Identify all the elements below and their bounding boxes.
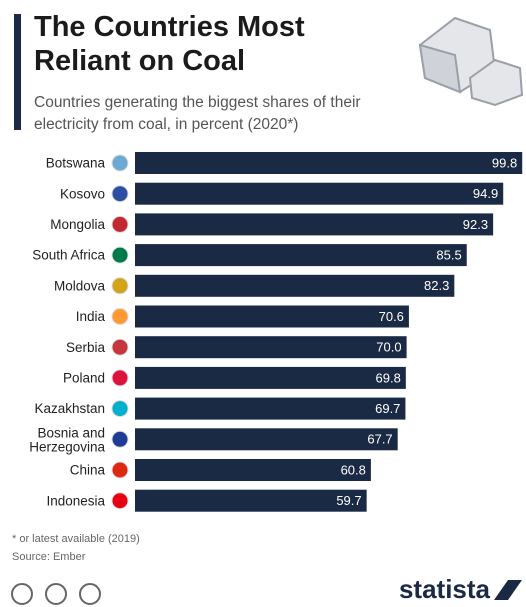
bar bbox=[135, 213, 494, 236]
value-label: 69.7 bbox=[375, 401, 400, 416]
footnote: * or latest available (2019) bbox=[12, 533, 140, 545]
category-label: Moldova bbox=[54, 278, 106, 293]
bar bbox=[135, 274, 455, 297]
flag bbox=[111, 400, 129, 418]
flag bbox=[111, 246, 129, 264]
flag bbox=[111, 369, 129, 387]
source: Source: Ember bbox=[12, 551, 86, 563]
bar bbox=[135, 459, 371, 481]
bar bbox=[135, 336, 407, 359]
value-label: 60.8 bbox=[341, 462, 366, 477]
brand-icon bbox=[494, 580, 522, 600]
bar bbox=[135, 182, 504, 205]
flag bbox=[111, 308, 129, 325]
value-label: 59.7 bbox=[336, 493, 361, 508]
flag bbox=[111, 215, 129, 233]
flag bbox=[111, 492, 129, 510]
bar bbox=[135, 244, 467, 267]
category-label: China bbox=[70, 463, 106, 478]
category-label: Kazakhstan bbox=[34, 401, 105, 416]
value-label: 85.5 bbox=[436, 248, 461, 263]
brand: statista bbox=[399, 574, 491, 604]
chart-title: The Countries Most Reliant on Coal bbox=[34, 11, 305, 77]
value-label: 70.0 bbox=[376, 340, 401, 355]
category-label: Bosnia and Herzegovina bbox=[29, 425, 105, 454]
bar bbox=[135, 305, 409, 328]
value-label: 92.3 bbox=[463, 217, 488, 232]
flag bbox=[111, 338, 129, 356]
value-label: 70.6 bbox=[379, 309, 404, 324]
value-label: 94.9 bbox=[473, 186, 498, 201]
value-label: 69.8 bbox=[376, 370, 401, 385]
flag bbox=[111, 154, 129, 172]
category-label: Botswana bbox=[46, 156, 106, 171]
category-label: Poland bbox=[63, 370, 105, 385]
category-label: India bbox=[76, 309, 106, 324]
flag bbox=[111, 461, 129, 479]
license-icons bbox=[11, 583, 101, 605]
flag bbox=[111, 185, 129, 203]
coal-icon bbox=[418, 16, 524, 107]
bar bbox=[135, 397, 406, 420]
value-label: 82.3 bbox=[424, 278, 449, 293]
flag bbox=[111, 277, 129, 295]
category-label: Kosovo bbox=[60, 186, 105, 201]
bar bbox=[135, 489, 367, 512]
bar bbox=[135, 152, 523, 174]
chart-subtitle: Countries generating the biggest shares … bbox=[34, 94, 361, 133]
category-label: Serbia bbox=[66, 340, 106, 355]
category-label: Indonesia bbox=[46, 493, 105, 508]
category-label: Mongolia bbox=[50, 217, 105, 232]
bar bbox=[135, 366, 406, 389]
value-label: 67.7 bbox=[367, 432, 392, 447]
value-label: 99.8 bbox=[492, 155, 517, 170]
flag bbox=[111, 430, 129, 448]
accent-bar bbox=[14, 14, 21, 130]
bar bbox=[135, 428, 398, 451]
category-label: South Africa bbox=[32, 248, 105, 263]
